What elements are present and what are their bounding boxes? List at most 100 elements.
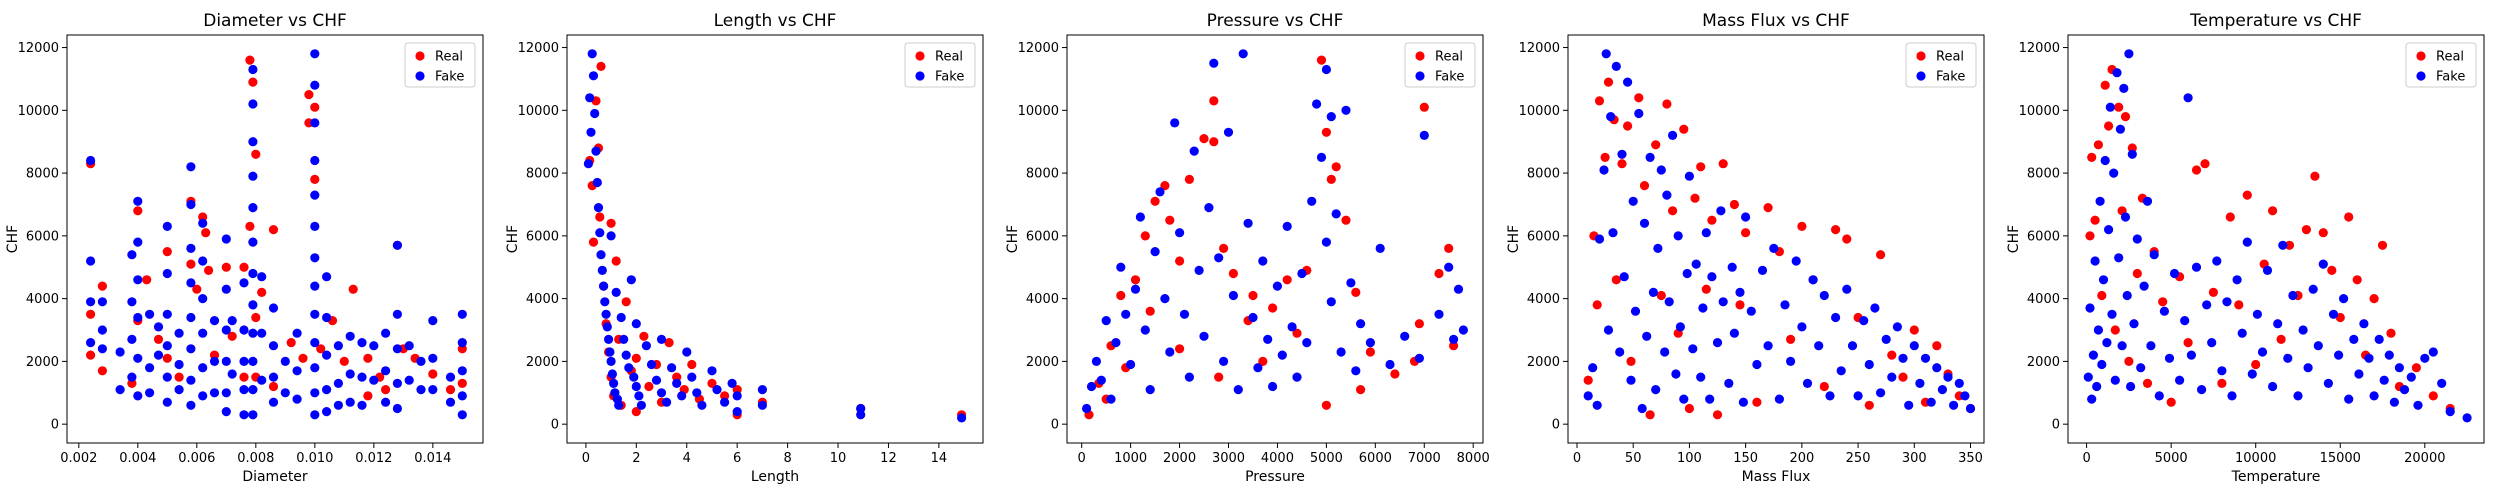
- data-point-fake: [322, 350, 332, 360]
- data-point-fake: [2394, 363, 2404, 373]
- data-point-real: [227, 331, 237, 341]
- data-point-fake: [1375, 243, 1385, 253]
- data-point-fake: [2092, 381, 2102, 392]
- data-point-fake: [1268, 381, 1278, 392]
- data-point-real: [1864, 400, 1874, 410]
- data-point-fake: [2462, 413, 2472, 423]
- data-point-fake: [1608, 228, 1618, 238]
- chart-panel-1: 0.002 0.004 0.006 0.008 0.010 0.012 0.014 0 2000…: [5, 11, 484, 485]
- data-point-fake: [292, 328, 302, 338]
- x-tick-label: 0.014: [414, 451, 451, 466]
- data-point-fake: [457, 366, 467, 376]
- data-point-fake: [2124, 49, 2134, 59]
- data-point-real: [2183, 338, 2193, 348]
- data-point-real: [1712, 410, 1723, 420]
- data-point-real: [1321, 127, 1331, 137]
- x-tick-label: 300: [1902, 451, 1927, 466]
- data-point-real: [2120, 112, 2131, 122]
- y-tick-label: 2000: [526, 355, 559, 370]
- data-point-fake: [2298, 325, 2308, 335]
- legend: Real Fake: [1905, 42, 1977, 88]
- data-point-fake: [1209, 58, 1219, 68]
- data-point-fake: [1716, 206, 1726, 216]
- data-point-real: [2132, 268, 2142, 279]
- legend: Real Fake: [904, 42, 976, 88]
- data-point-real: [381, 385, 391, 395]
- data-point-fake: [239, 385, 249, 395]
- y-tick-label: 0: [51, 418, 59, 433]
- data-point-real: [2411, 363, 2421, 373]
- data-point-fake: [1312, 99, 1322, 109]
- data-point-fake: [1662, 190, 1672, 200]
- data-point-fake: [2159, 306, 2169, 316]
- data-point-fake: [2384, 350, 2394, 360]
- data-point-fake: [381, 397, 391, 407]
- data-point-real: [687, 359, 697, 370]
- data-point-fake: [1583, 391, 1593, 401]
- data-point-fake: [1316, 152, 1327, 162]
- data-point-fake: [712, 385, 722, 395]
- data-point-fake: [404, 341, 414, 351]
- data-point-real: [153, 334, 164, 344]
- data-point-real: [2301, 225, 2311, 235]
- data-point-fake: [162, 309, 172, 319]
- data-point-fake: [2085, 303, 2095, 313]
- data-point-fake: [2090, 256, 2100, 266]
- data-point-fake: [1175, 228, 1185, 238]
- data-point-fake: [1326, 297, 1336, 307]
- data-point-fake: [1679, 394, 1689, 404]
- x-tick-label: 0.006: [178, 451, 215, 466]
- data-point-fake: [2232, 275, 2242, 285]
- data-point-real: [2127, 143, 2137, 153]
- data-point-real: [97, 281, 107, 291]
- data-point-fake: [1645, 152, 1655, 162]
- legend-label-fake: Fake: [435, 70, 464, 85]
- data-point-real: [174, 372, 184, 382]
- data-point-fake: [1797, 322, 1807, 332]
- y-axis-label: CHF: [1005, 225, 1021, 253]
- data-point-fake: [1126, 359, 1136, 370]
- y-tick-label: 6000: [1527, 229, 1560, 244]
- data-point-fake: [428, 316, 438, 326]
- y-axis-label: CHF: [2006, 225, 2022, 253]
- data-point-fake: [310, 155, 320, 166]
- y-tick-label: 12000: [18, 41, 59, 56]
- data-point-real: [2344, 212, 2354, 222]
- data-point-fake: [614, 400, 624, 410]
- data-point-fake: [248, 203, 258, 213]
- data-point-fake: [2437, 378, 2447, 388]
- data-point-fake: [583, 159, 594, 169]
- plot-area: [1568, 35, 1984, 443]
- data-point-fake: [174, 328, 184, 338]
- data-point-real: [1656, 290, 1666, 301]
- data-point-fake: [2339, 294, 2349, 304]
- data-point-fake: [605, 347, 615, 357]
- data-point-fake: [2100, 155, 2110, 166]
- data-point-fake: [221, 284, 231, 294]
- data-point-fake: [1228, 290, 1238, 301]
- data-point-fake: [310, 49, 320, 59]
- data-point-fake: [2354, 369, 2364, 379]
- data-point-fake: [381, 328, 391, 338]
- data-point-fake: [428, 385, 438, 395]
- x-tick-label: 350: [1958, 451, 1983, 466]
- data-point-fake: [1892, 322, 1902, 332]
- data-point-fake: [1780, 300, 1790, 310]
- data-point-fake: [2104, 225, 2114, 235]
- data-point-fake: [2083, 372, 2093, 382]
- data-point-fake: [2154, 391, 2164, 401]
- data-point-real: [239, 372, 249, 382]
- data-point-fake: [1101, 316, 1111, 326]
- data-point-fake: [2389, 397, 2399, 407]
- data-point-real: [268, 225, 279, 235]
- data-point-real: [1729, 199, 1739, 210]
- data-point-real: [1831, 225, 1841, 235]
- data-point-real: [1887, 350, 1897, 360]
- data-point-fake: [322, 312, 332, 323]
- data-point-fake: [2175, 375, 2185, 385]
- data-point-fake: [1656, 165, 1666, 175]
- data-point-real: [1214, 372, 1224, 382]
- x-tick-label: 150: [1733, 451, 1758, 466]
- data-point-real: [1898, 372, 1908, 382]
